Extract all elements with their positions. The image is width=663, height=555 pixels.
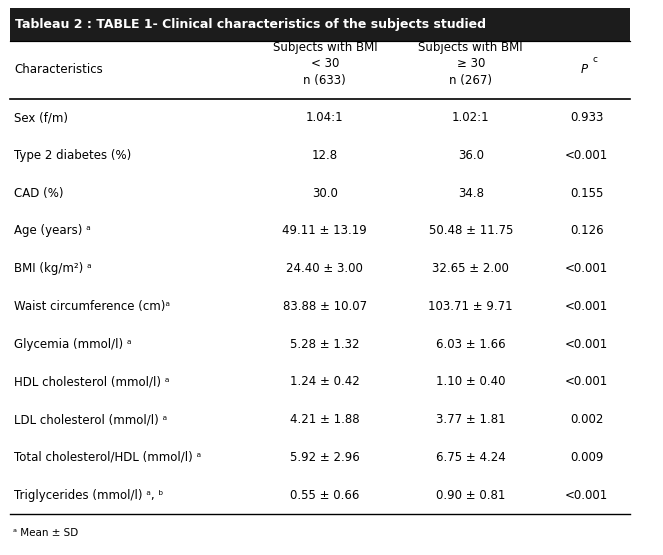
Text: Subjects with BMI: Subjects with BMI bbox=[418, 41, 523, 54]
Text: 1.24 ± 0.42: 1.24 ± 0.42 bbox=[290, 375, 360, 388]
Text: 3.77 ± 1.81: 3.77 ± 1.81 bbox=[436, 413, 506, 426]
Text: ≥ 30: ≥ 30 bbox=[457, 57, 485, 70]
Text: n (267): n (267) bbox=[450, 74, 492, 87]
Text: < 30: < 30 bbox=[311, 57, 339, 70]
Text: <0.001: <0.001 bbox=[565, 300, 609, 313]
Text: Glycemia (mmol/l) ᵃ: Glycemia (mmol/l) ᵃ bbox=[14, 337, 131, 351]
Text: 1.02:1: 1.02:1 bbox=[452, 111, 489, 124]
Text: c: c bbox=[592, 55, 597, 64]
Text: 12.8: 12.8 bbox=[312, 149, 338, 162]
Text: <0.001: <0.001 bbox=[565, 375, 609, 388]
Text: P: P bbox=[581, 63, 587, 76]
Text: <0.001: <0.001 bbox=[565, 337, 609, 351]
Text: Total cholesterol/HDL (mmol/l) ᵃ: Total cholesterol/HDL (mmol/l) ᵃ bbox=[14, 451, 201, 464]
Text: <0.001: <0.001 bbox=[565, 149, 609, 162]
Text: 0.90 ± 0.81: 0.90 ± 0.81 bbox=[436, 488, 505, 502]
Text: Age (years) ᵃ: Age (years) ᵃ bbox=[14, 224, 91, 238]
Text: HDL cholesterol (mmol/l) ᵃ: HDL cholesterol (mmol/l) ᵃ bbox=[14, 375, 169, 388]
Text: 103.71 ± 9.71: 103.71 ± 9.71 bbox=[428, 300, 513, 313]
Text: 0.933: 0.933 bbox=[570, 111, 603, 124]
Text: Characteristics: Characteristics bbox=[14, 63, 103, 76]
Text: 49.11 ± 13.19: 49.11 ± 13.19 bbox=[282, 224, 367, 238]
Text: 24.40 ± 3.00: 24.40 ± 3.00 bbox=[286, 262, 363, 275]
Text: 5.92 ± 2.96: 5.92 ± 2.96 bbox=[290, 451, 360, 464]
Text: 0.55 ± 0.66: 0.55 ± 0.66 bbox=[290, 488, 359, 502]
Text: 50.48 ± 11.75: 50.48 ± 11.75 bbox=[428, 224, 513, 238]
Text: LDL cholesterol (mmol/l) ᵃ: LDL cholesterol (mmol/l) ᵃ bbox=[14, 413, 167, 426]
Text: 34.8: 34.8 bbox=[457, 186, 484, 200]
FancyBboxPatch shape bbox=[10, 8, 630, 41]
Text: CAD (%): CAD (%) bbox=[14, 186, 64, 200]
Text: <0.001: <0.001 bbox=[565, 488, 609, 502]
Text: Tableau 2 : TABLE 1- Clinical characteristics of the subjects studied: Tableau 2 : TABLE 1- Clinical characteri… bbox=[15, 18, 486, 31]
Text: 6.75 ± 4.24: 6.75 ± 4.24 bbox=[436, 451, 506, 464]
Text: Type 2 diabetes (%): Type 2 diabetes (%) bbox=[14, 149, 131, 162]
Text: Sex (f/m): Sex (f/m) bbox=[14, 111, 68, 124]
Text: 0.009: 0.009 bbox=[570, 451, 603, 464]
Text: 0.155: 0.155 bbox=[570, 186, 603, 200]
Text: 5.28 ± 1.32: 5.28 ± 1.32 bbox=[290, 337, 359, 351]
Text: <0.001: <0.001 bbox=[565, 262, 609, 275]
Text: n (633): n (633) bbox=[304, 74, 346, 87]
Text: 83.88 ± 10.07: 83.88 ± 10.07 bbox=[283, 300, 367, 313]
Text: Triglycerides (mmol/l) ᵃ, ᵇ: Triglycerides (mmol/l) ᵃ, ᵇ bbox=[14, 488, 163, 502]
Text: 36.0: 36.0 bbox=[457, 149, 484, 162]
Text: 0.126: 0.126 bbox=[570, 224, 603, 238]
Text: ᵃ Mean ± SD: ᵃ Mean ± SD bbox=[13, 528, 78, 538]
Text: Waist circumference (cm)ᵃ: Waist circumference (cm)ᵃ bbox=[14, 300, 170, 313]
Text: 30.0: 30.0 bbox=[312, 186, 338, 200]
Text: 1.04:1: 1.04:1 bbox=[306, 111, 343, 124]
Text: 32.65 ± 2.00: 32.65 ± 2.00 bbox=[432, 262, 509, 275]
Text: Subjects with BMI: Subjects with BMI bbox=[272, 41, 377, 54]
Text: 0.002: 0.002 bbox=[570, 413, 603, 426]
Text: 6.03 ± 1.66: 6.03 ± 1.66 bbox=[436, 337, 506, 351]
Text: 4.21 ± 1.88: 4.21 ± 1.88 bbox=[290, 413, 360, 426]
Text: 1.10 ± 0.40: 1.10 ± 0.40 bbox=[436, 375, 505, 388]
Text: BMI (kg/m²) ᵃ: BMI (kg/m²) ᵃ bbox=[14, 262, 91, 275]
